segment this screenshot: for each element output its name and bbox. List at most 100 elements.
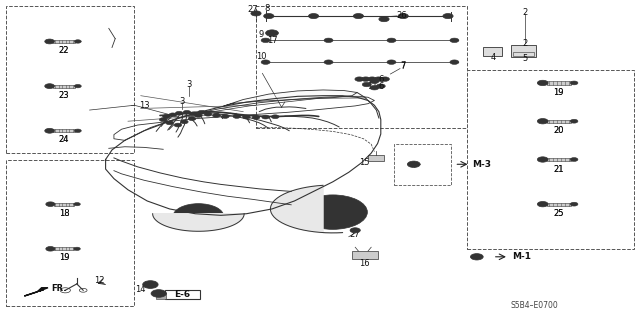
Circle shape <box>264 13 274 19</box>
Bar <box>547 81 571 85</box>
Circle shape <box>355 77 364 81</box>
Text: 27: 27 <box>248 5 258 14</box>
Text: 17: 17 <box>267 35 277 45</box>
Circle shape <box>370 79 379 84</box>
Text: 26: 26 <box>397 11 407 20</box>
Circle shape <box>243 115 250 119</box>
Circle shape <box>188 117 196 121</box>
Text: 6: 6 <box>378 82 383 91</box>
Text: 4: 4 <box>490 53 495 62</box>
Text: 23: 23 <box>59 91 69 100</box>
Text: M-1: M-1 <box>512 252 531 261</box>
Bar <box>511 45 536 57</box>
Text: S5B4–E0700: S5B4–E0700 <box>511 301 558 310</box>
Bar <box>54 248 74 250</box>
Bar <box>483 47 502 56</box>
Polygon shape <box>24 288 48 296</box>
Circle shape <box>74 40 81 43</box>
Bar <box>256 6 467 128</box>
Circle shape <box>450 38 459 42</box>
Bar <box>513 52 534 56</box>
Circle shape <box>370 85 379 90</box>
Text: 21: 21 <box>554 165 564 174</box>
Circle shape <box>308 13 319 19</box>
Circle shape <box>166 121 173 125</box>
Circle shape <box>74 85 81 88</box>
Text: 10: 10 <box>256 52 266 61</box>
Circle shape <box>367 77 377 81</box>
Text: 6: 6 <box>378 75 383 84</box>
Circle shape <box>379 17 389 22</box>
Text: E-6: E-6 <box>174 290 191 299</box>
Circle shape <box>266 30 278 36</box>
Circle shape <box>45 128 54 133</box>
Circle shape <box>252 115 260 119</box>
Circle shape <box>143 281 158 288</box>
Circle shape <box>169 113 177 117</box>
Circle shape <box>376 84 385 88</box>
Circle shape <box>538 80 548 85</box>
Bar <box>467 70 634 249</box>
Text: 3: 3 <box>186 80 191 89</box>
Bar <box>53 40 75 43</box>
Text: 5: 5 <box>522 54 527 63</box>
Circle shape <box>45 39 54 44</box>
Circle shape <box>380 77 390 81</box>
Circle shape <box>195 114 202 117</box>
Circle shape <box>387 60 396 64</box>
Circle shape <box>180 120 188 124</box>
Bar <box>6 160 134 306</box>
Circle shape <box>361 77 370 81</box>
Circle shape <box>398 13 408 19</box>
Circle shape <box>353 13 364 19</box>
Bar <box>6 6 134 153</box>
Circle shape <box>147 283 154 286</box>
Text: 25: 25 <box>554 209 564 218</box>
Bar <box>165 290 200 299</box>
Circle shape <box>159 118 167 122</box>
Text: 27: 27 <box>350 230 360 239</box>
Circle shape <box>570 202 578 206</box>
Circle shape <box>362 82 371 87</box>
Circle shape <box>570 81 578 85</box>
Circle shape <box>183 110 191 114</box>
Circle shape <box>189 112 197 116</box>
Text: 2: 2 <box>522 39 527 48</box>
Circle shape <box>151 290 166 297</box>
Text: 9: 9 <box>259 30 264 39</box>
Bar <box>547 203 571 206</box>
Text: 12: 12 <box>94 276 104 285</box>
Text: 11: 11 <box>367 82 378 91</box>
Circle shape <box>470 254 483 260</box>
Text: 24: 24 <box>59 135 69 144</box>
Circle shape <box>74 203 81 206</box>
Circle shape <box>538 202 548 207</box>
Circle shape <box>46 202 55 206</box>
Circle shape <box>387 38 396 42</box>
Text: 25: 25 <box>554 209 564 218</box>
Bar <box>547 120 571 123</box>
Bar <box>352 251 378 259</box>
Circle shape <box>350 228 360 233</box>
Text: 18: 18 <box>59 209 69 218</box>
Text: 19: 19 <box>554 88 564 97</box>
Circle shape <box>198 110 205 114</box>
Circle shape <box>212 114 220 117</box>
Circle shape <box>538 119 548 124</box>
Text: 22: 22 <box>59 46 69 55</box>
Circle shape <box>538 157 548 162</box>
Bar <box>53 130 75 132</box>
Text: 24: 24 <box>59 135 69 144</box>
Text: 18: 18 <box>59 209 69 218</box>
Text: 8: 8 <box>265 4 270 13</box>
Text: 23: 23 <box>59 91 69 100</box>
Text: FR.: FR. <box>51 284 67 293</box>
Circle shape <box>251 11 261 16</box>
Bar <box>368 155 384 161</box>
Text: 19: 19 <box>554 88 564 97</box>
Circle shape <box>570 119 578 123</box>
Text: 22: 22 <box>59 46 69 55</box>
Polygon shape <box>152 214 244 231</box>
Polygon shape <box>224 90 357 106</box>
Circle shape <box>74 129 81 132</box>
